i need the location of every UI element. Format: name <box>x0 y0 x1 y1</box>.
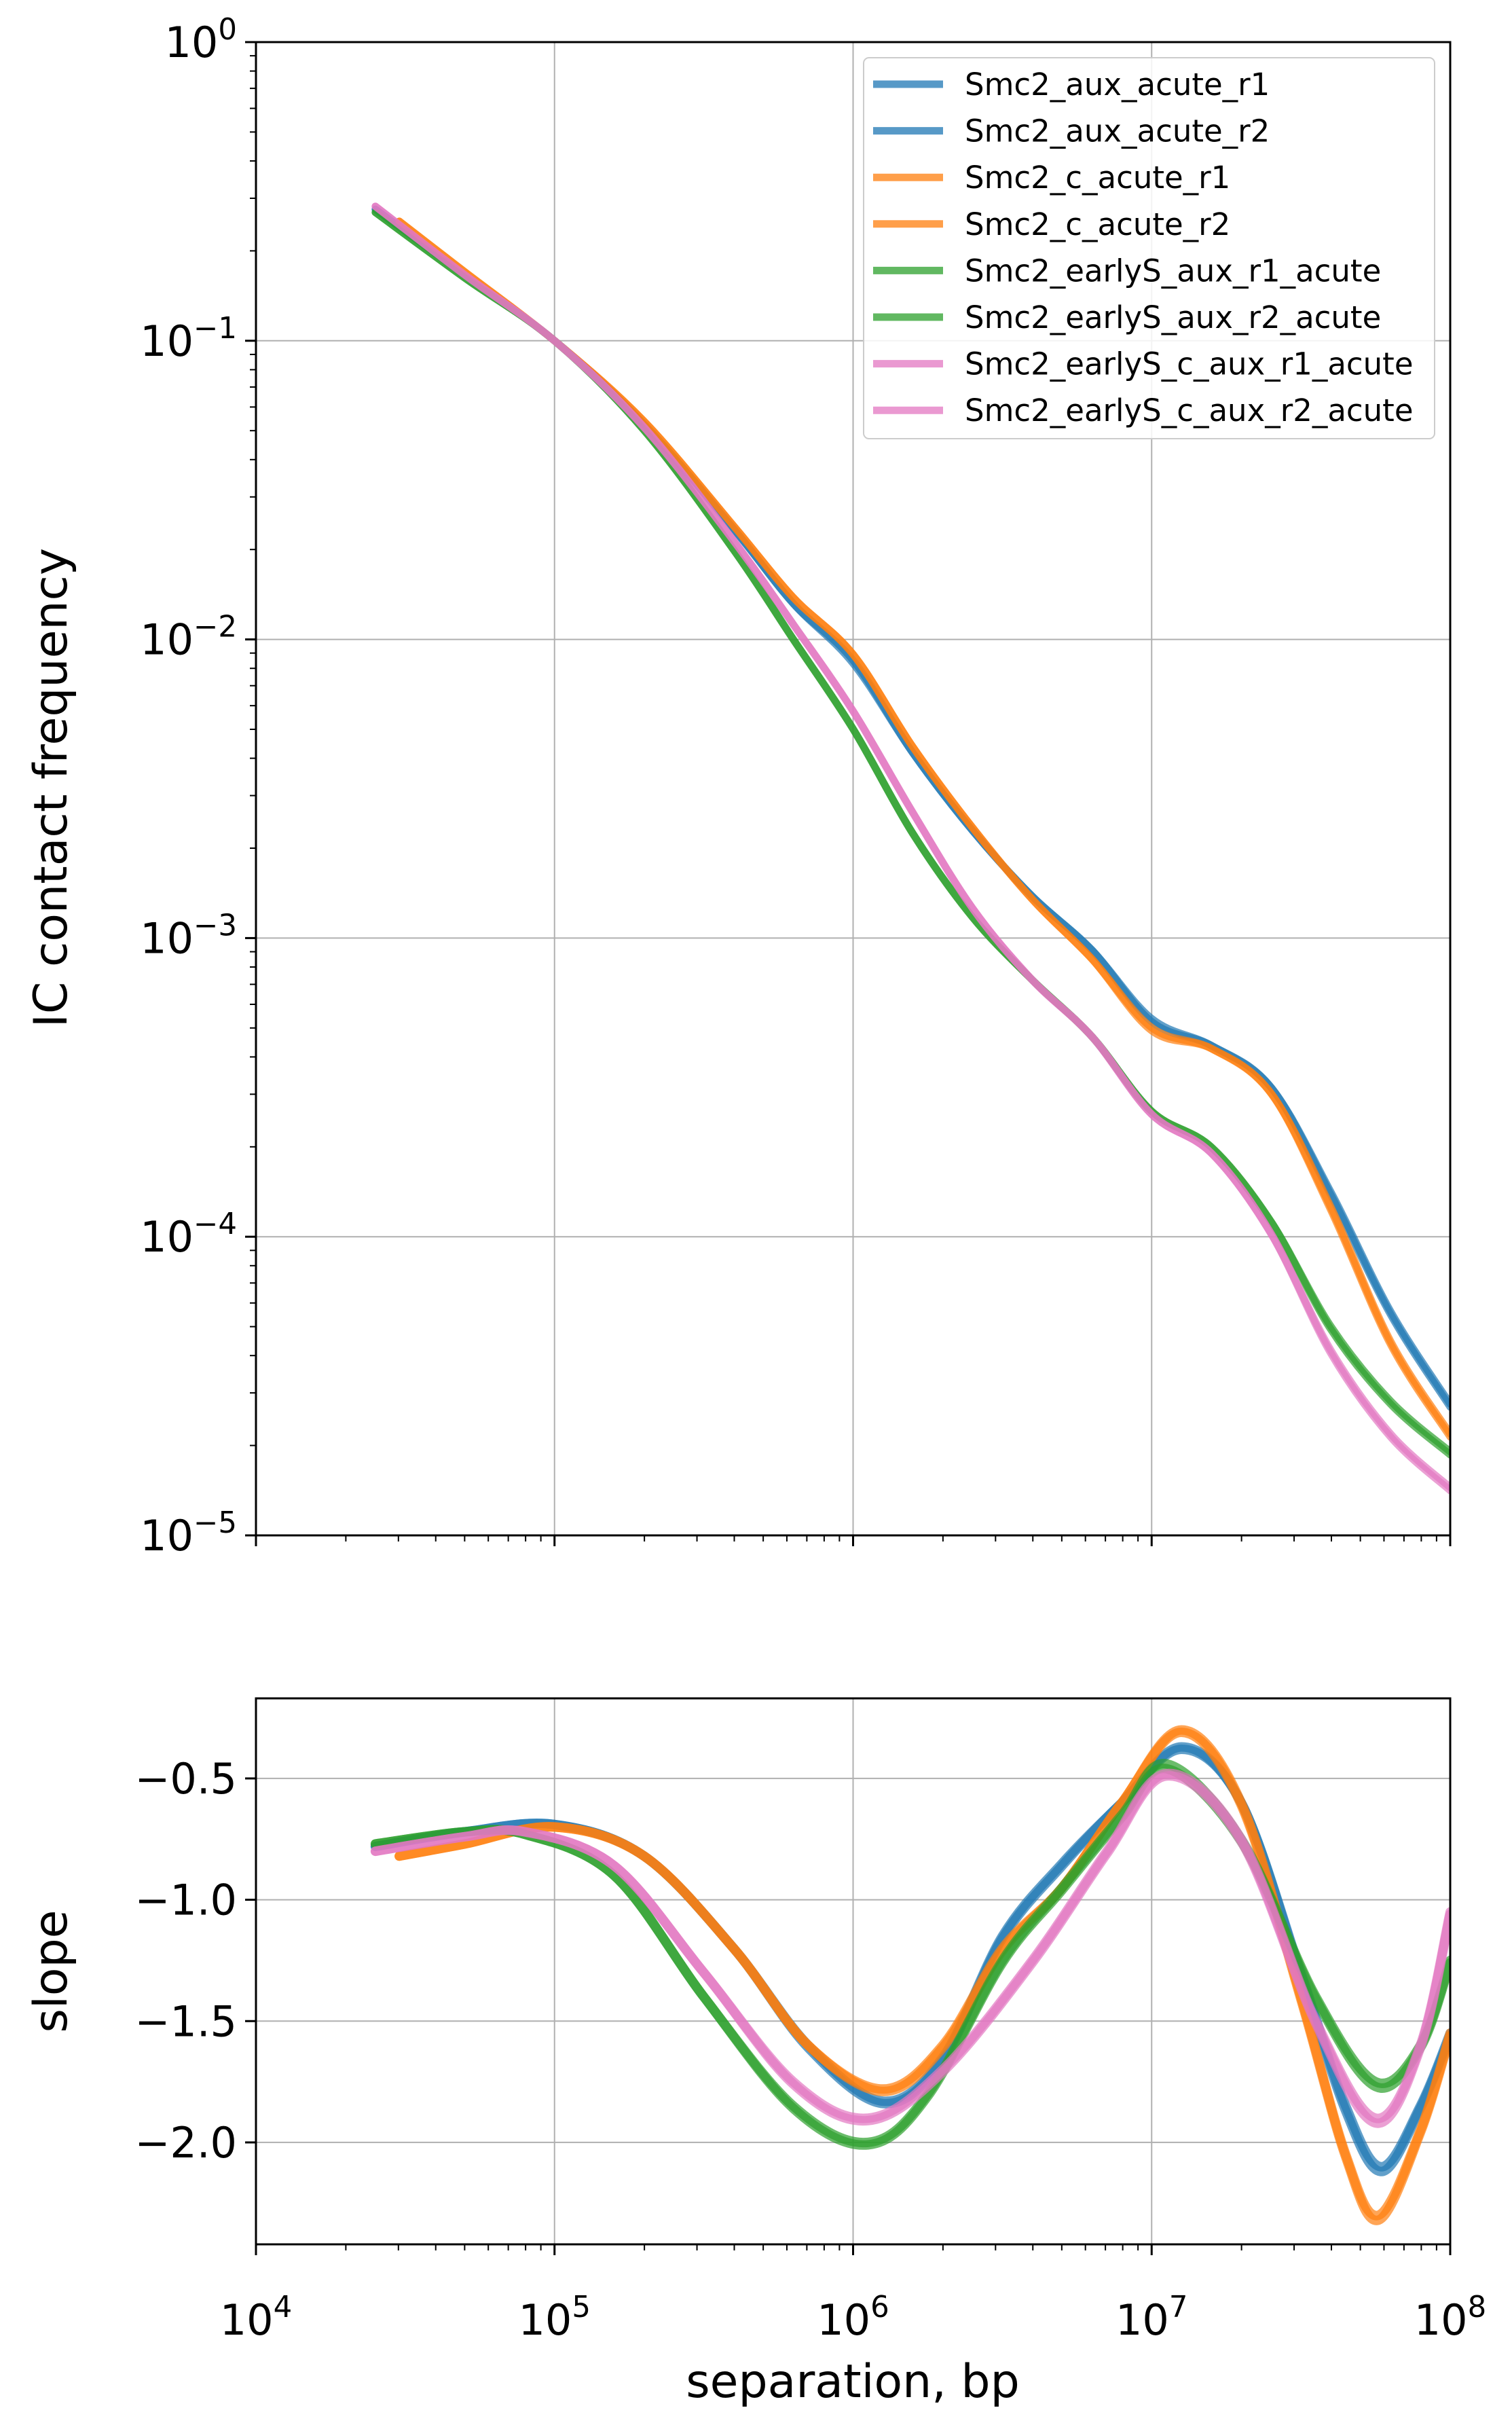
series-line-Smc2_earlyS_aux_r2_acute <box>370 1764 1450 2150</box>
axes-frame <box>255 1697 1452 2246</box>
series-line-Smc2_earlyS_c_aux_r2_acute <box>371 202 1450 1495</box>
legend-item: Smc2_earlyS_aux_r2_acute <box>873 299 1381 335</box>
legend-item: Smc2_earlyS_c_aux_r1_acute <box>873 346 1414 382</box>
x-tick-label: 105 <box>518 2291 591 2345</box>
series-line-Smc2_earlyS_c_aux_r2_acute <box>370 1771 1450 2128</box>
legend-item: Smc2_c_acute_r1 <box>873 160 1230 196</box>
slope-panel: −0.5 −1.0 −1.5 −2.0 104 105 106 107 108 <box>134 1697 1487 2345</box>
x-tick-label: 104 <box>220 2291 293 2345</box>
legend-label: Smc2_earlyS_c_aux_r2_acute <box>965 393 1414 428</box>
y-tick-label: −1.5 <box>134 1996 237 2046</box>
legend-label: Smc2_c_acute_r2 <box>965 206 1230 242</box>
legend-label: Smc2_earlyS_c_aux_r1_acute <box>965 346 1414 382</box>
y-tick-label: −1.0 <box>134 1876 237 1925</box>
legend-item: Smc2_aux_acute_r1 <box>873 67 1270 103</box>
y-tick-label: 10−4 <box>140 1207 237 1262</box>
legend-label: Smc2_earlyS_aux_r2_acute <box>965 299 1381 335</box>
top-y-axis-label: IC contact frequency <box>24 548 78 1027</box>
legend-item: Smc2_earlyS_c_aux_r2_acute <box>873 393 1414 428</box>
legend-label: Smc2_earlyS_aux_r1_acute <box>965 253 1381 289</box>
legend: Smc2_aux_acute_r1 Smc2_aux_acute_r2 Smc2_c… <box>863 57 1435 439</box>
y-tick-label: −2.0 <box>134 2118 237 2168</box>
legend-label: Smc2_aux_acute_r1 <box>965 67 1270 103</box>
x-tick-label: 108 <box>1414 2291 1487 2345</box>
legend-label: Smc2_c_acute_r1 <box>965 160 1230 196</box>
legend-item: Smc2_earlyS_aux_r1_acute <box>873 253 1381 289</box>
axes-frame <box>255 41 1452 1537</box>
legend-item: Smc2_aux_acute_r2 <box>873 113 1270 149</box>
y-tick-label: 10−2 <box>140 610 237 665</box>
bottom-y-axis-label: slope <box>24 1910 78 2033</box>
y-tick-label: 10−5 <box>140 1506 237 1561</box>
contact-frequency-panel: 100 10−1 10−2 10−3 10−4 10−5 Smc2_aux_acute_r1… <box>140 13 1452 1561</box>
y-tick-label: 10−1 <box>140 312 237 366</box>
x-tick-label: 106 <box>817 2291 889 2345</box>
y-tick-label: −0.5 <box>134 1754 237 1804</box>
legend-item: Smc2_c_acute_r2 <box>873 206 1230 242</box>
x-axis-label: separation, bp <box>686 2355 1020 2409</box>
y-tick-label: 100 <box>164 13 237 67</box>
y-tick-label: 10−3 <box>140 909 237 963</box>
legend-box <box>863 57 1435 439</box>
legend-label: Smc2_aux_acute_r2 <box>965 113 1270 149</box>
x-tick-label: 107 <box>1115 2291 1188 2345</box>
